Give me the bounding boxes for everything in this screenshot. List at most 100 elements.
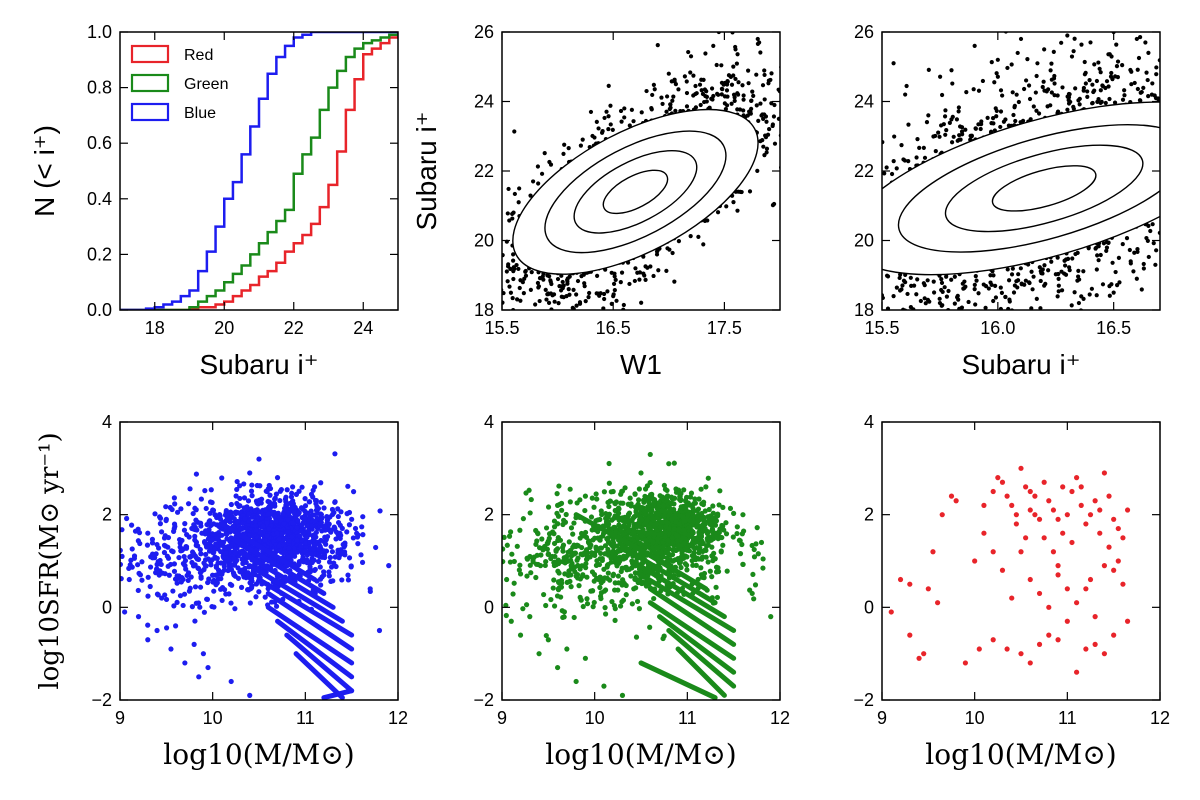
data-point: [1116, 255, 1122, 260]
data-point: [745, 113, 750, 118]
data-point: [741, 108, 746, 113]
data-point: [552, 315, 556, 319]
data-point: [694, 91, 699, 96]
data-point: [1027, 280, 1032, 286]
data-point: [608, 122, 613, 127]
data-point: [659, 95, 664, 100]
data-point: [1038, 306, 1043, 310]
data-point: [541, 277, 546, 282]
data-point: [1131, 269, 1136, 274]
data-point: [1033, 90, 1038, 95]
data-point: [1056, 289, 1061, 294]
data-point: [1066, 265, 1072, 270]
data-point: [958, 137, 963, 142]
data-point: [1185, 171, 1189, 175]
data-point: [874, 237, 878, 241]
x-tick-label: 16.5: [596, 318, 631, 338]
data-point: [938, 74, 943, 79]
data-point: [962, 315, 966, 319]
data-point: [1107, 293, 1112, 298]
data-point: [949, 117, 954, 122]
data-point: [1077, 277, 1082, 282]
data-point: [533, 302, 538, 307]
data-point: [772, 102, 777, 108]
data-point: [1175, 108, 1179, 112]
data-point: [1154, 248, 1159, 253]
data-point: [606, 126, 611, 132]
data-point: [1169, 69, 1173, 73]
data-point: [510, 295, 515, 301]
data-point: [487, 288, 491, 292]
data-point: [762, 97, 767, 102]
data-point: [511, 276, 516, 282]
data-point: [1176, 132, 1180, 136]
data-point: [574, 303, 579, 308]
data-point: [700, 91, 706, 97]
data-point: [1196, 160, 1200, 164]
data-point: [622, 115, 627, 120]
data-point: [1135, 67, 1140, 72]
data-point: [1169, 99, 1173, 103]
data-point: [1107, 284, 1112, 289]
data-point: [510, 313, 514, 317]
data-point: [709, 86, 715, 91]
data-point: [791, 105, 795, 109]
data-point: [570, 313, 574, 317]
data-point: [1015, 50, 1020, 56]
data-point: [604, 109, 609, 114]
data-point: [1027, 96, 1033, 102]
data-point: [517, 285, 522, 291]
data-point: [1061, 331, 1065, 335]
data-point: [1087, 292, 1092, 297]
data-point: [972, 282, 977, 287]
data-point: [426, 235, 430, 239]
data-point: [676, 238, 682, 244]
data-point: [732, 98, 737, 103]
data-point: [986, 286, 991, 291]
data-point: [476, 282, 480, 286]
data-point: [612, 288, 617, 293]
data-point: [1066, 101, 1072, 106]
data-point: [1090, 101, 1095, 106]
data-point: [453, 264, 457, 268]
data-point: [1189, 250, 1193, 254]
data-point: [550, 318, 554, 322]
data-point: [919, 345, 923, 349]
data-point: [979, 122, 984, 127]
data-point: [1128, 261, 1133, 266]
data-point: [1178, 191, 1182, 195]
data-point: [1115, 75, 1120, 80]
data-point: [539, 171, 545, 176]
data-point: [1196, 167, 1200, 171]
data-point: [1085, 94, 1090, 99]
data-point: [729, 101, 734, 106]
data-point: [983, 284, 989, 289]
data-point: [1161, 85, 1165, 89]
data-point: [809, 276, 813, 280]
data-point: [942, 285, 947, 290]
data-point: [684, 90, 690, 96]
data-point: [1164, 170, 1168, 174]
data-point: [611, 281, 617, 286]
data-point: [1003, 342, 1007, 346]
data-point: [1046, 87, 1051, 92]
x-tick-label: 18: [145, 318, 165, 338]
data-point: [729, 82, 735, 87]
data-point: [782, 146, 786, 150]
data-point: [938, 123, 944, 128]
data-point: [1056, 271, 1061, 277]
data-point: [1161, 78, 1165, 82]
data-point: [939, 277, 944, 282]
data-point: [874, 249, 878, 253]
data-point: [736, 189, 741, 194]
data-point: [564, 294, 569, 299]
data-point: [1092, 62, 1097, 67]
data-point: [1138, 98, 1143, 103]
data-point: [664, 94, 670, 99]
data-point: [1190, 50, 1194, 54]
data-point: [1117, 23, 1121, 27]
data-point: [1141, 261, 1146, 267]
